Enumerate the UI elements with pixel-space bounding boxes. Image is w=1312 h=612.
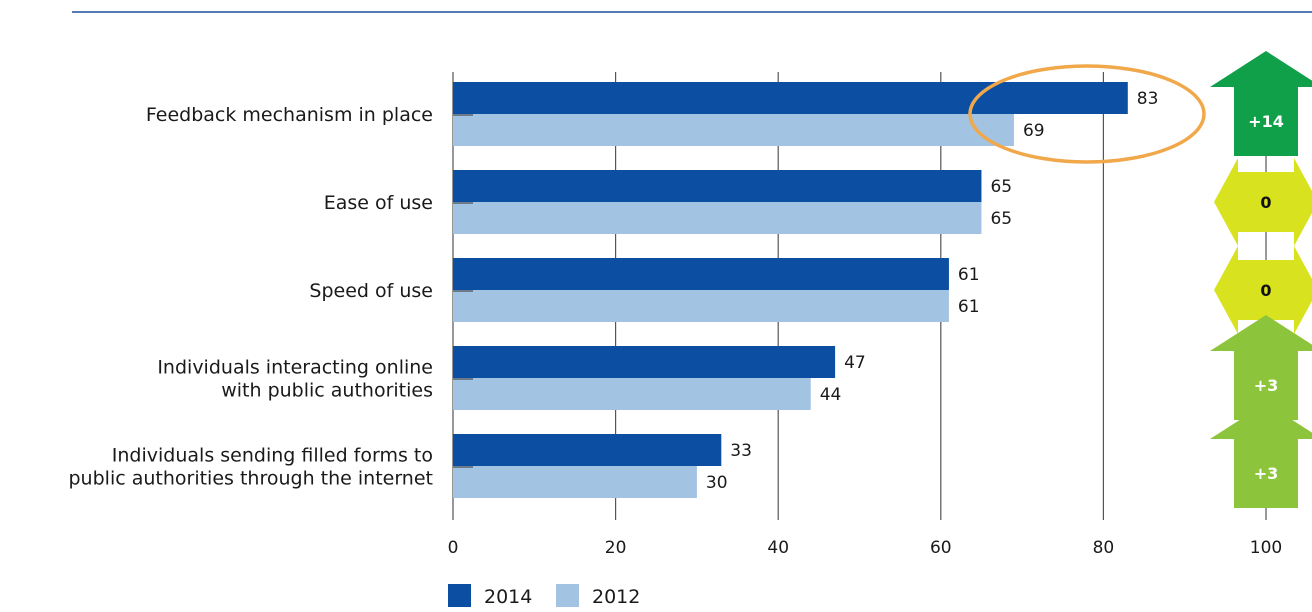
x-tick-label-60: 60: [930, 538, 952, 558]
legend-label-2014: 2014: [484, 586, 532, 608]
legend-swatch-2012: [556, 584, 579, 607]
bar-2012-1: [453, 202, 982, 234]
change-arrow-4: [1210, 403, 1312, 508]
change-label-1: 0: [1260, 193, 1271, 212]
value-label-2012-0: 69: [1023, 121, 1045, 141]
change-arrow-3: [1210, 315, 1312, 420]
bar-2012-2: [453, 290, 949, 322]
value-label-2012-4: 30: [706, 473, 728, 493]
value-label-2012-2: 61: [958, 297, 980, 317]
bar-2014-2: [453, 258, 949, 290]
x-tick-label-80: 80: [1093, 538, 1115, 558]
legend-swatch-2014: [448, 584, 471, 607]
change-arrow-2: [1214, 246, 1312, 334]
bar-2012-4: [453, 466, 697, 498]
value-label-2014-1: 65: [990, 177, 1012, 197]
x-tick-label-20: 20: [605, 538, 627, 558]
value-label-2014-3: 47: [844, 353, 866, 373]
value-label-2012-1: 65: [990, 209, 1012, 229]
bar-2014-1: [453, 170, 982, 202]
change-arrow-0: [1210, 51, 1312, 156]
category-label-4-line-1: public authorities through the internet: [69, 468, 434, 490]
value-label-2014-4: 33: [730, 441, 752, 461]
value-label-2012-3: 44: [820, 385, 842, 405]
x-tick-label-0: 0: [448, 538, 459, 558]
category-label-3-line-1: with public authorities: [221, 380, 433, 402]
category-label-2: Speed of use: [309, 280, 433, 302]
bar-2014-3: [453, 346, 836, 378]
bar-2014-4: [453, 434, 722, 466]
bar-2012-3: [453, 378, 811, 410]
value-label-2014-2: 61: [958, 265, 980, 285]
highlight-ellipse: [968, 64, 1206, 164]
change-label-2: 0: [1260, 281, 1271, 300]
change-label-3: +3: [1254, 376, 1279, 395]
change-label-0: +14: [1248, 112, 1284, 131]
value-label-2014-0: 83: [1137, 89, 1159, 109]
bar-2012-0: [453, 114, 1014, 146]
x-tick-label-40: 40: [767, 538, 789, 558]
category-label-0: Feedback mechanism in place: [146, 104, 433, 126]
category-label-3-line-0: Individuals interacting online: [157, 357, 433, 379]
category-label-4-line-0: Individuals sending filled forms to: [112, 445, 433, 467]
legend-label-2012: 2012: [592, 586, 640, 608]
category-label-1: Ease of use: [324, 192, 433, 214]
change-arrow-1: [1214, 158, 1312, 246]
bar-2014-0: [453, 82, 1128, 114]
change-label-4: +3: [1254, 464, 1279, 483]
x-tick-label-100: 100: [1250, 538, 1282, 558]
